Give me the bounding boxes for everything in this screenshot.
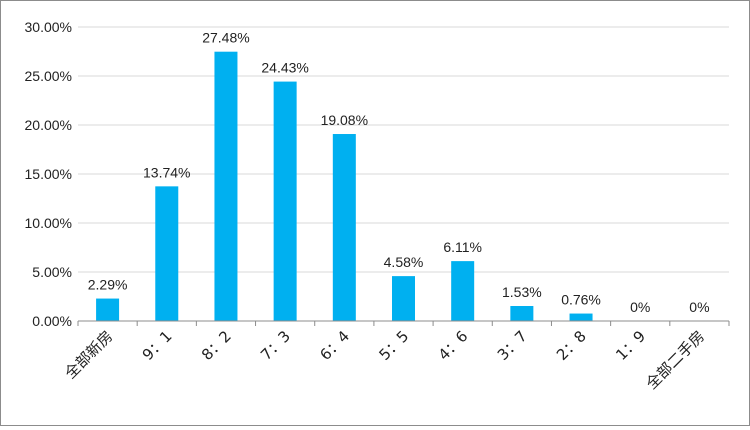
x-category-label: 8：2 (198, 327, 235, 364)
data-label: 19.08% (321, 112, 368, 128)
bar (451, 261, 475, 321)
data-labels: 2.29% 13.74% 27.48% 24.43% 19.08% 4.58% 6.11% 1… (88, 30, 710, 315)
x-category-label: 1：9 (612, 327, 649, 364)
x-category-label: 全部二手房 (642, 327, 708, 393)
y-axis-ticks: 0.00% 5.00% 10.00% 15.00% 20.00% 25.00% 30.00% (25, 19, 72, 329)
x-category-label: 6：4 (316, 327, 353, 364)
x-category-label: 5：5 (375, 327, 412, 364)
y-tick-label: 30.00% (25, 19, 72, 35)
y-tick-label: 5.00% (32, 264, 72, 280)
data-label: 2.29% (88, 277, 128, 293)
gridlines (78, 26, 729, 273)
x-category-label: 7：3 (257, 327, 294, 364)
data-label: 4.58% (384, 254, 424, 270)
y-tick-label: 20.00% (25, 117, 72, 133)
bar (214, 51, 238, 322)
bar (155, 186, 179, 321)
y-tick-label: 25.00% (25, 68, 72, 84)
x-category-label: 4：6 (435, 327, 472, 364)
data-label: 0% (689, 299, 709, 315)
data-label: 0.76% (561, 292, 601, 308)
x-axis (77, 320, 730, 326)
x-category-label: 全部新房 (61, 327, 116, 382)
y-tick-label: 15.00% (25, 166, 72, 182)
data-label: 1.53% (502, 284, 542, 300)
data-label: 13.74% (143, 164, 190, 180)
bars (96, 51, 593, 322)
data-label: 6.11% (443, 239, 482, 255)
bar (392, 276, 415, 321)
y-tick-label: 0.00% (32, 313, 72, 329)
y-tick-label: 10.00% (25, 215, 72, 231)
x-category-label: 9：1 (139, 327, 176, 364)
bar (569, 313, 593, 321)
x-category-label: 2：8 (553, 327, 590, 364)
bar (273, 81, 297, 321)
bar (510, 306, 534, 321)
x-category-label: 3：7 (494, 327, 531, 364)
bar (332, 134, 356, 321)
data-label: 24.43% (261, 60, 308, 76)
bar (96, 298, 120, 321)
data-label: 0% (630, 299, 650, 315)
data-label: 27.48% (202, 30, 249, 46)
